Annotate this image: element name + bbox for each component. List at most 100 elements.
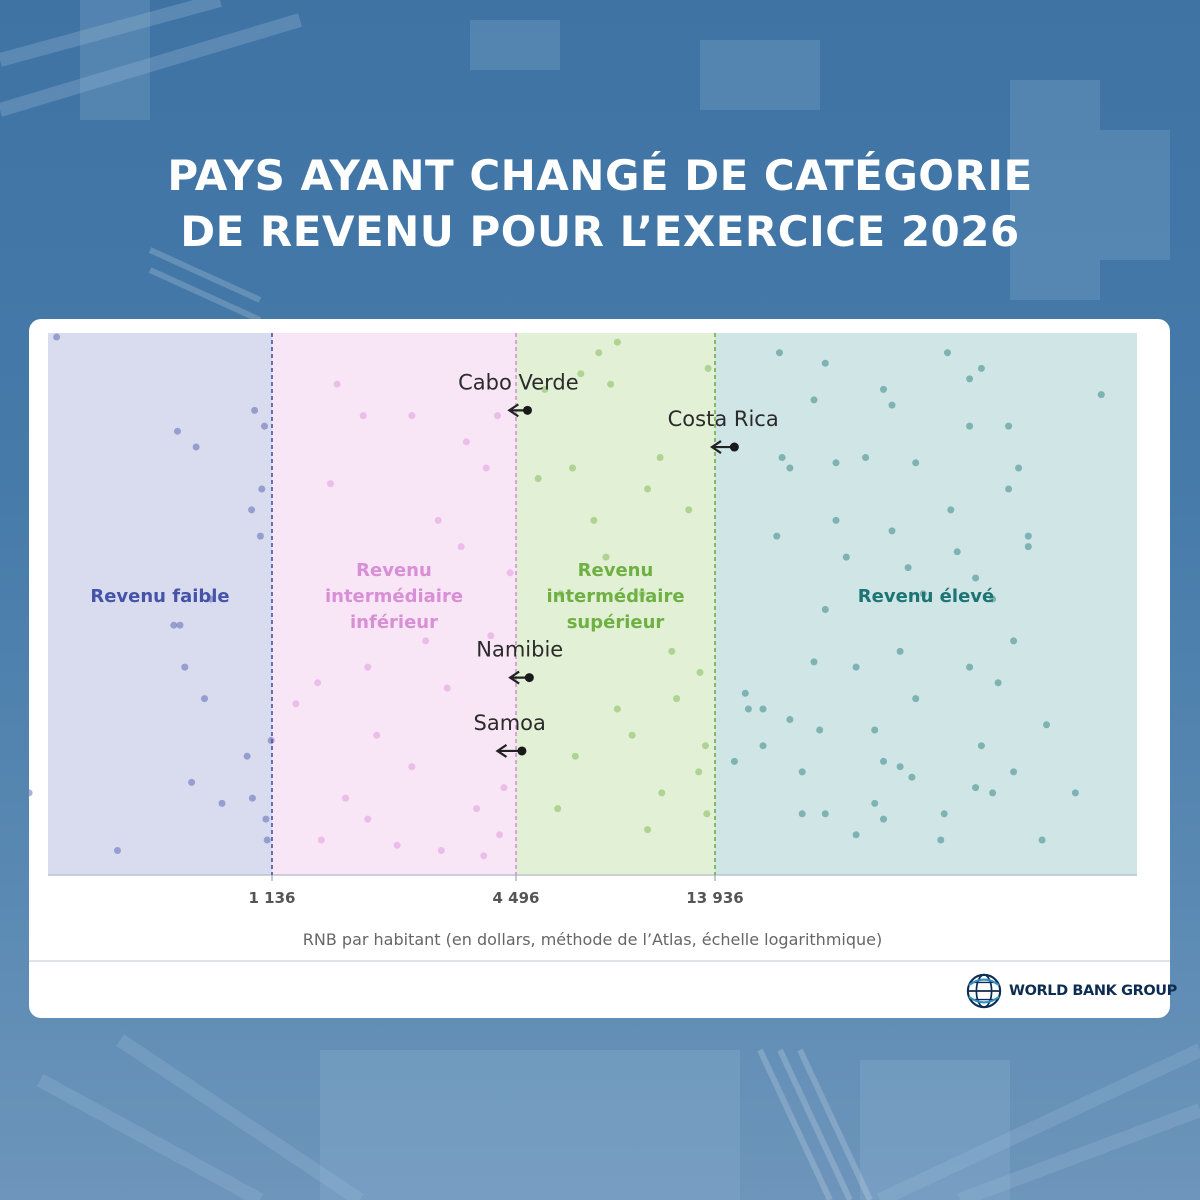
data-point (908, 773, 916, 781)
data-point (434, 516, 442, 524)
data-point (314, 679, 322, 687)
data-point (192, 443, 200, 451)
data-point (393, 841, 401, 849)
data-point (602, 553, 610, 561)
data-point (947, 506, 955, 514)
data-point (644, 485, 652, 493)
data-point (181, 663, 189, 671)
data-point (480, 852, 488, 860)
tick-label-2: 4 496 (493, 889, 540, 907)
data-point (1005, 422, 1013, 430)
data-point (1024, 532, 1032, 540)
data-point (852, 831, 860, 839)
data-point (170, 621, 178, 629)
data-point (994, 679, 1002, 687)
x-axis-title: RNB par habitant (en dollars, méthode de… (303, 930, 882, 949)
data-point (1010, 768, 1018, 776)
data-point (408, 412, 416, 420)
data-point (457, 543, 465, 551)
data-point (759, 742, 767, 750)
world-bank-logo: WORLD BANK GROUP (965, 971, 1177, 1011)
category-label-1: Revenu faible (90, 586, 229, 607)
data-point (437, 847, 445, 854)
data-point (496, 831, 504, 839)
data-point (422, 637, 430, 645)
data-point (880, 385, 887, 393)
data-point (53, 333, 61, 341)
data-point (218, 799, 226, 807)
data-point (207, 595, 215, 603)
data-point (696, 668, 704, 676)
data-point (261, 422, 268, 430)
change-arrowhead (507, 403, 519, 418)
band-4 (715, 333, 1137, 875)
data-point (821, 359, 829, 367)
country-label: Samoa (474, 711, 546, 735)
income-category-chart: 1 136 4 496 13 936 RNB par habitant (en dol… (29, 333, 1170, 962)
data-point (776, 349, 783, 357)
country-change-2: Costa Rica (668, 407, 779, 454)
data-point (972, 574, 980, 582)
logo-text: WORLD BANK GROUP (1009, 983, 1177, 999)
change-from-dot (523, 405, 533, 415)
data-point (888, 401, 896, 409)
data-point (904, 564, 912, 572)
data-point (862, 454, 870, 461)
data-point (896, 647, 904, 655)
data-point (880, 815, 887, 823)
category-label-3: Revenu intermédiaire supérieur (546, 560, 684, 633)
data-point (871, 799, 879, 807)
data-point (966, 422, 974, 430)
title-line-2: DE REVENU POUR L’EXERCICE 2026 (180, 207, 1020, 256)
data-point (778, 454, 786, 461)
data-point (557, 590, 565, 598)
data-point (176, 621, 184, 629)
data-point (773, 532, 781, 540)
data-point (258, 485, 266, 493)
country-change-1: Cabo Verde (458, 370, 579, 418)
data-point (944, 349, 951, 357)
data-point (744, 705, 752, 713)
data-point (1097, 391, 1105, 399)
data-point (644, 826, 652, 834)
data-point (243, 752, 251, 760)
country-change-4: Samoa (474, 711, 546, 758)
country-label: Costa Rica (668, 407, 779, 431)
data-point (342, 794, 350, 802)
data-point (373, 731, 381, 739)
data-point (1010, 637, 1018, 645)
data-point (842, 553, 850, 561)
change-arrowhead (710, 440, 722, 454)
data-point (937, 836, 945, 844)
data-point (940, 810, 948, 818)
data-point (759, 705, 767, 713)
data-point (248, 794, 256, 802)
data-point (1071, 789, 1079, 797)
country-change-3: Namibie (476, 638, 563, 685)
change-from-dot (729, 442, 739, 452)
data-point (595, 349, 603, 357)
data-point (327, 480, 334, 488)
change-arrowhead (508, 670, 520, 685)
data-point (673, 695, 681, 703)
band-2 (272, 333, 516, 875)
data-point (1024, 543, 1032, 551)
data-point (188, 778, 196, 786)
data-point (798, 768, 806, 776)
data-point (500, 784, 508, 792)
data-point (810, 396, 818, 404)
data-point (541, 385, 549, 393)
data-point (248, 506, 256, 514)
data-point (571, 752, 579, 760)
data-point (695, 768, 703, 776)
data-point (989, 595, 997, 603)
data-point (473, 805, 481, 813)
data-point (256, 532, 264, 540)
data-point (1038, 836, 1046, 844)
data-point (730, 757, 738, 765)
data-point (506, 569, 514, 577)
data-point (832, 459, 840, 467)
data-point (977, 364, 985, 372)
data-point (590, 516, 598, 524)
data-point (912, 695, 920, 703)
